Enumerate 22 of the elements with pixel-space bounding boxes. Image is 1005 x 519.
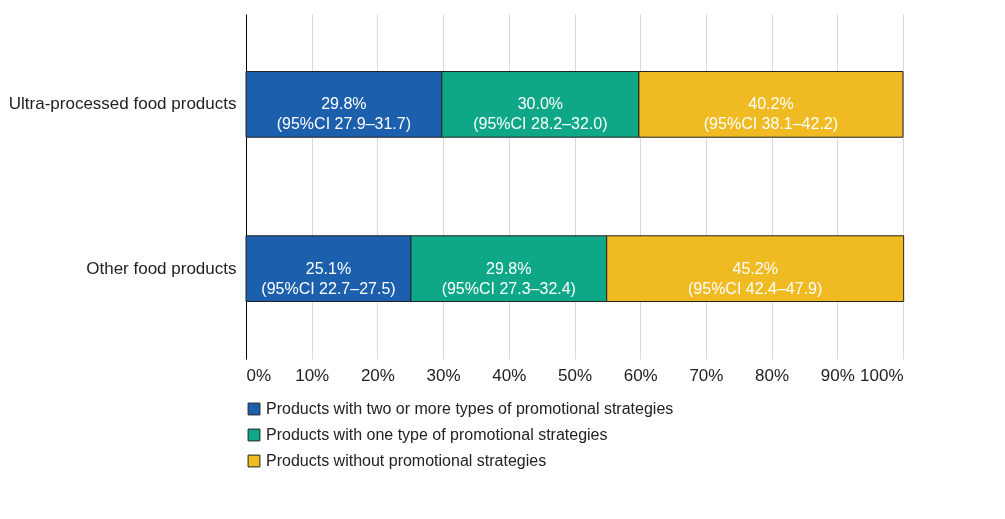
x-tick-label: 90% [820,365,855,385]
x-tick-label: 50% [557,365,593,385]
legend-label: Products without promotional strategies [266,452,547,469]
y-tick-label: Ultra-processed food products [8,94,237,114]
x-tick-label: 10% [295,365,330,385]
x-tick-label: 80% [755,365,790,385]
x-tick-label: 30% [426,365,461,385]
data-label: 40.2% (95%CI 38.1–42.2) [703,95,839,133]
data-label: 30.0% (95%CI 28.2–32.0) [473,95,608,133]
y-tick-label: Other food products [86,258,237,278]
legend-label: Products with two or more types of promotional strategies [266,400,674,417]
data-label: 29.8% (95%CI 27.9–31.7) [276,95,412,133]
x-tick-label: 70% [689,365,724,385]
data-label: 29.8% (95%CI 27.3–32.4) [441,259,576,297]
data-label: 45.2% (95%CI 42.4–47.9) [688,259,823,297]
data-label: 25.1% (95%CI 22.7–27.5) [261,259,396,297]
x-tick-label: 40% [492,365,527,385]
x-tick-label: 0% [246,365,272,385]
x-tick-label: 100% [860,365,904,385]
x-tick-label: 60% [623,365,658,385]
x-tick-label: 20% [360,365,395,385]
legend-label: Products with one type of promotional strategies [266,426,608,443]
